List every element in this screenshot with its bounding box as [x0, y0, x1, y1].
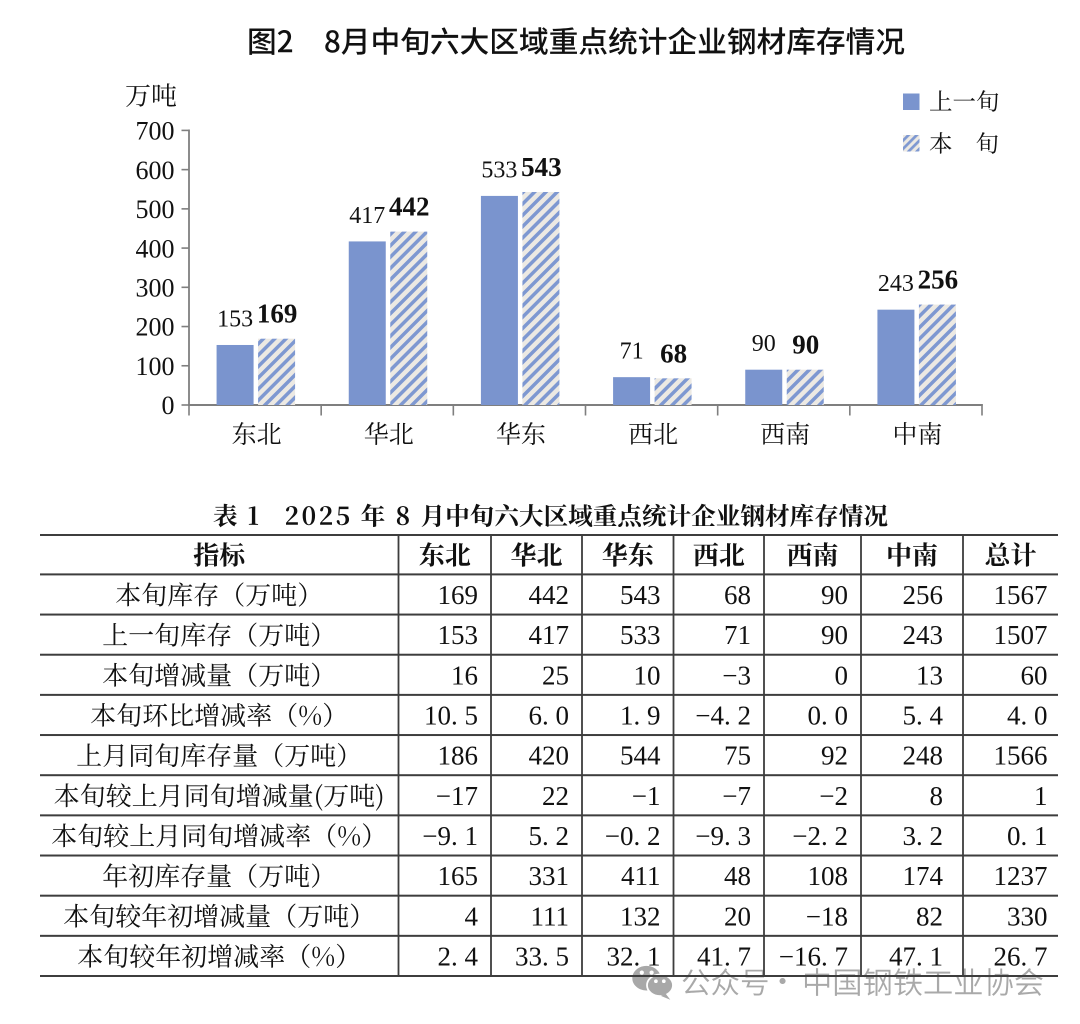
- svg-text:300: 300: [136, 274, 175, 303]
- svg-text:2. 4: 2. 4: [438, 941, 479, 971]
- svg-text:−0. 2: −0. 2: [605, 821, 661, 851]
- svg-text:417: 417: [349, 203, 385, 229]
- svg-text:−2. 2: −2. 2: [792, 821, 848, 851]
- svg-text:200: 200: [136, 313, 175, 342]
- svg-text:543: 543: [620, 580, 661, 610]
- svg-text:68: 68: [660, 338, 687, 368]
- svg-text:4: 4: [465, 901, 479, 931]
- svg-text:111: 111: [531, 901, 570, 931]
- svg-text:6. 0: 6. 0: [529, 701, 570, 731]
- svg-text:1566: 1566: [994, 741, 1048, 771]
- svg-text:0: 0: [835, 660, 849, 690]
- svg-text:543: 543: [521, 152, 562, 182]
- svg-text:169: 169: [438, 580, 479, 610]
- svg-text:500: 500: [136, 195, 175, 224]
- svg-text:8: 8: [930, 781, 944, 811]
- svg-text:26. 7: 26. 7: [994, 941, 1048, 971]
- svg-text:153: 153: [438, 620, 479, 650]
- svg-text:75: 75: [724, 741, 751, 771]
- svg-text:248: 248: [903, 741, 944, 771]
- svg-text:0: 0: [162, 391, 175, 420]
- svg-text:4. 0: 4. 0: [1007, 701, 1048, 731]
- svg-text:442: 442: [389, 192, 430, 222]
- svg-text:−2: −2: [819, 781, 848, 811]
- svg-text:−16. 7: −16. 7: [779, 941, 848, 971]
- svg-text:165: 165: [438, 861, 479, 891]
- svg-text:1237: 1237: [994, 861, 1048, 891]
- svg-text:3. 2: 3. 2: [903, 821, 944, 851]
- svg-text:0. 0: 0. 0: [808, 701, 849, 731]
- svg-text:533: 533: [620, 620, 661, 650]
- svg-text:90: 90: [821, 580, 848, 610]
- svg-text:47. 1: 47. 1: [889, 941, 943, 971]
- svg-text:400: 400: [136, 234, 175, 263]
- svg-text:41. 7: 41. 7: [697, 941, 751, 971]
- svg-text:132: 132: [620, 901, 661, 931]
- svg-text:1. 9: 1. 9: [620, 701, 661, 731]
- svg-text:442: 442: [529, 580, 570, 610]
- svg-text:92: 92: [821, 741, 848, 771]
- svg-text:33. 5: 33. 5: [515, 941, 569, 971]
- svg-text:−1: −1: [632, 781, 661, 811]
- svg-text:90: 90: [792, 330, 819, 360]
- svg-text:25: 25: [542, 660, 569, 690]
- svg-text:82: 82: [916, 901, 943, 931]
- svg-text:600: 600: [136, 156, 175, 185]
- svg-text:−3: −3: [722, 660, 751, 690]
- svg-text:5. 2: 5. 2: [529, 821, 570, 851]
- svg-text:48: 48: [724, 861, 751, 891]
- svg-text:1567: 1567: [994, 580, 1048, 610]
- svg-text:186: 186: [438, 741, 479, 771]
- svg-text:90: 90: [752, 331, 776, 357]
- svg-text:533: 533: [481, 157, 517, 183]
- svg-text:60: 60: [1021, 660, 1048, 690]
- svg-text:1: 1: [1034, 781, 1048, 811]
- svg-text:243: 243: [878, 271, 914, 297]
- svg-text:256: 256: [903, 580, 944, 610]
- svg-text:1507: 1507: [994, 620, 1048, 650]
- svg-text:108: 108: [808, 861, 849, 891]
- svg-text:90: 90: [821, 620, 848, 650]
- svg-text:417: 417: [529, 620, 570, 650]
- svg-text:256: 256: [918, 265, 959, 295]
- svg-text:−7: −7: [722, 781, 751, 811]
- svg-text:16: 16: [451, 660, 478, 690]
- svg-text:420: 420: [529, 741, 570, 771]
- svg-text:700: 700: [136, 117, 175, 146]
- svg-text:−18: −18: [806, 901, 848, 931]
- svg-text:−17: −17: [436, 781, 478, 811]
- svg-text:−9. 3: −9. 3: [695, 821, 751, 851]
- svg-text:153: 153: [217, 307, 253, 333]
- svg-text:5. 4: 5. 4: [903, 701, 944, 731]
- svg-text:−9. 1: −9. 1: [422, 821, 478, 851]
- svg-text:174: 174: [903, 861, 944, 891]
- svg-text:10: 10: [634, 660, 661, 690]
- svg-text:71: 71: [620, 339, 644, 365]
- svg-text:20: 20: [724, 901, 751, 931]
- svg-text:243: 243: [903, 620, 944, 650]
- svg-text:10. 5: 10. 5: [424, 701, 478, 731]
- svg-text:411: 411: [621, 861, 661, 891]
- svg-text:22: 22: [542, 781, 569, 811]
- svg-text:169: 169: [257, 299, 298, 329]
- svg-text:32. 1: 32. 1: [607, 941, 661, 971]
- svg-text:71: 71: [724, 620, 751, 650]
- svg-text:544: 544: [620, 741, 661, 771]
- svg-text:331: 331: [529, 861, 570, 891]
- svg-text:330: 330: [1007, 901, 1048, 931]
- svg-text:−4. 2: −4. 2: [695, 701, 751, 731]
- svg-text:0. 1: 0. 1: [1007, 821, 1048, 851]
- svg-text:68: 68: [724, 580, 751, 610]
- svg-text:13: 13: [916, 660, 943, 690]
- svg-text:100: 100: [136, 352, 175, 381]
